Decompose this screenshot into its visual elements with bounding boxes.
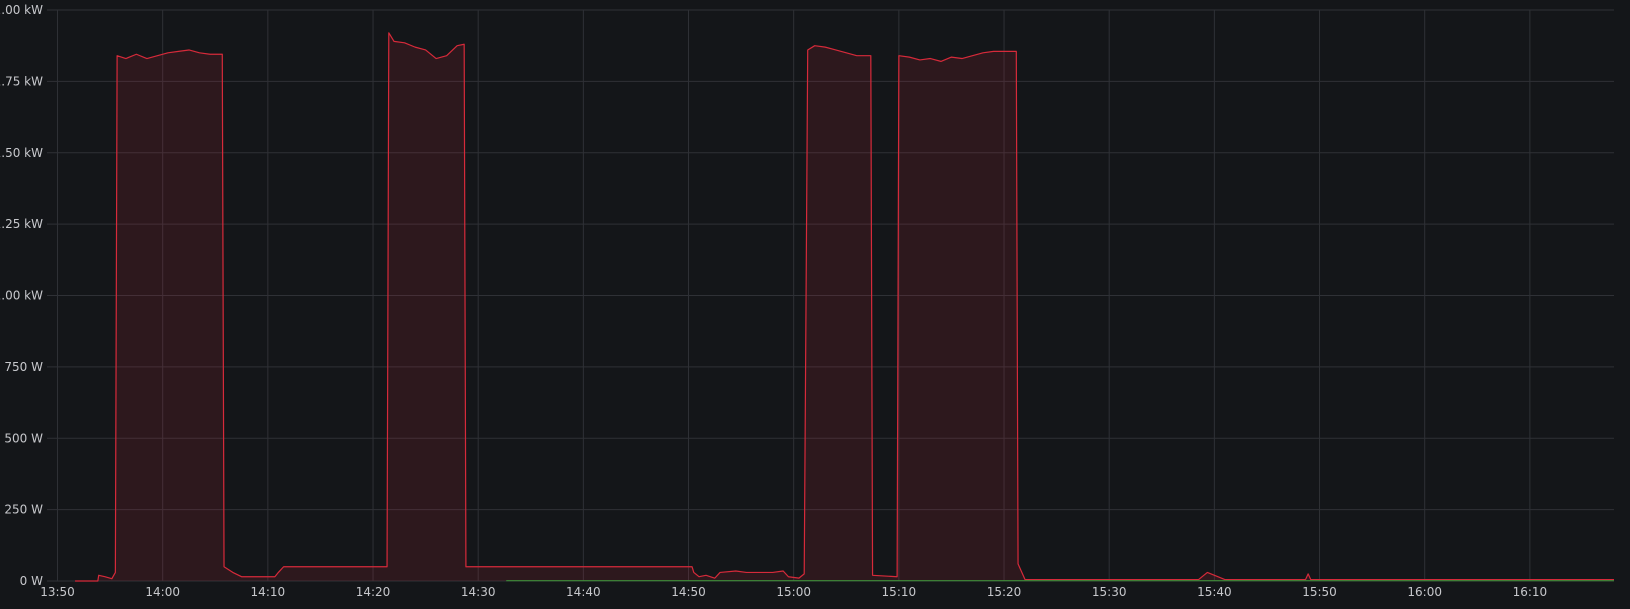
- x-tick-label: 14:20: [356, 585, 391, 599]
- x-tick-label: 14:10: [251, 585, 286, 599]
- y-tick-label: 1.50 kW: [0, 146, 43, 160]
- y-axis: 0 W 250 W 500 W 750 W 1.00 kW 1.25 kW 1.50 kW 1…: [0, 3, 43, 588]
- grid: [47, 9, 1614, 582]
- x-tick-label: 14:30: [461, 585, 496, 599]
- x-tick-label: 14:00: [145, 585, 180, 599]
- x-tick-label: 15:20: [987, 585, 1022, 599]
- power-series-area: [75, 32, 1614, 581]
- y-tick-label: 1.75 kW: [0, 74, 43, 88]
- series-layer: [75, 32, 1614, 582]
- x-tick-label: 15:40: [1197, 585, 1232, 599]
- y-tick-label: 250 W: [4, 503, 43, 517]
- x-tick-label: 15:00: [776, 585, 811, 599]
- y-tick-label: 500 W: [4, 431, 43, 445]
- y-tick-label: 750 W: [4, 360, 43, 374]
- x-tick-label: 16:00: [1407, 585, 1442, 599]
- x-axis: 13:50 14:00 14:10 14:20 14:30 14:40 14:50 15:00…: [40, 585, 1547, 599]
- x-tick-label: 13:50: [40, 585, 75, 599]
- x-tick-label: 14:40: [566, 585, 601, 599]
- x-tick-label: 15:30: [1092, 585, 1127, 599]
- y-tick-label: 1.25 kW: [0, 217, 43, 231]
- y-tick-label: 0 W: [20, 574, 43, 588]
- x-tick-label: 16:10: [1513, 585, 1548, 599]
- x-tick-label: 15:50: [1302, 585, 1337, 599]
- x-tick-label: 14:50: [671, 585, 706, 599]
- y-tick-label: 2.00 kW: [0, 3, 43, 17]
- y-tick-label: 1.00 kW: [0, 289, 43, 303]
- x-tick-label: 15:10: [882, 585, 917, 599]
- power-series-line: [75, 32, 1614, 582]
